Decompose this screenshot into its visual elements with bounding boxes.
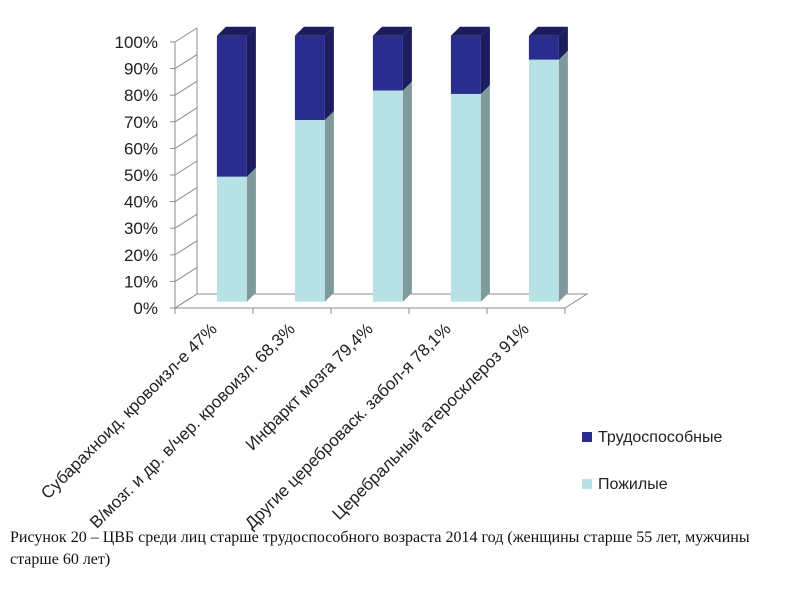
labels-layer: Субарахноид. кровоизл-е 47%В/мозг. и др.… — [37, 319, 532, 533]
bar-stack — [216, 26, 256, 302]
y-depth-tick — [174, 27, 198, 43]
y-tick-label: 0% — [133, 299, 158, 318]
legend-swatch — [582, 432, 592, 442]
y-tick-label: 90% — [124, 60, 158, 79]
y-tick-label: 50% — [124, 166, 158, 185]
y-depth-tick — [174, 187, 198, 203]
bar-segment-working-age — [372, 35, 403, 91]
bar-segment-elderly — [528, 59, 559, 302]
bar-side — [402, 81, 412, 302]
bar-side — [480, 26, 490, 94]
bar-side — [324, 111, 334, 302]
y-tick-label: 100% — [115, 33, 158, 52]
bar-segment-elderly — [216, 176, 247, 302]
y-depth-tick — [174, 240, 198, 256]
bar-stack — [450, 26, 490, 302]
y-tick-label: 60% — [124, 139, 158, 158]
y-tick-label: 10% — [124, 272, 158, 291]
bar-segment-working-age — [528, 35, 559, 60]
bar-stack — [372, 26, 412, 302]
bar-segment-elderly — [372, 90, 403, 302]
y-depth-tick — [174, 54, 198, 70]
bar-side — [480, 84, 490, 302]
bar-side — [246, 167, 256, 302]
y-depth-tick — [174, 266, 198, 282]
y-depth-tick — [174, 213, 198, 229]
y-tick-label: 30% — [124, 219, 158, 238]
bar-stack — [528, 26, 568, 302]
legend-label: Пожилые — [598, 476, 668, 493]
bar-stack — [294, 26, 334, 302]
bar-side — [246, 26, 256, 177]
figure-caption: Рисунок 20 – ЦВБ среди лиц старше трудос… — [10, 529, 750, 568]
y-depth-tick — [174, 133, 198, 149]
bar-top — [450, 26, 490, 36]
legend-label: Трудоспособные — [598, 429, 722, 446]
bar-side — [402, 26, 412, 91]
axis-layer: 0% 10% 20% 30% 40% 50% 60% 70% 80% 90% 100% — [115, 27, 589, 318]
y-tick-label: 80% — [124, 86, 158, 105]
bar-top — [372, 26, 412, 36]
bars-layer — [216, 26, 568, 302]
bar-side — [558, 26, 568, 60]
bar-segment-working-age — [450, 35, 481, 94]
bar-segment-working-age — [294, 35, 325, 121]
bar-segment-elderly — [294, 120, 325, 302]
y-depth-tick — [174, 293, 198, 309]
x-category-label: Инфаркт мозга 79,4% — [242, 319, 377, 454]
bar-segment-elderly — [450, 93, 481, 302]
y-depth-tick — [174, 160, 198, 176]
y-tick-label: 20% — [124, 246, 158, 265]
y-tick-label: 70% — [124, 113, 158, 132]
bar-side — [324, 26, 334, 121]
legend: Трудоспособные Пожилые — [582, 429, 722, 493]
bar-top — [216, 26, 256, 36]
bar-segment-working-age — [216, 35, 247, 177]
bar-side — [558, 50, 568, 302]
y-depth-tick — [174, 80, 198, 96]
legend-swatch — [582, 479, 592, 489]
y-depth-tick — [174, 107, 198, 123]
bar-top — [294, 26, 334, 36]
bar-top — [528, 26, 568, 36]
y-tick-label: 40% — [124, 193, 158, 212]
